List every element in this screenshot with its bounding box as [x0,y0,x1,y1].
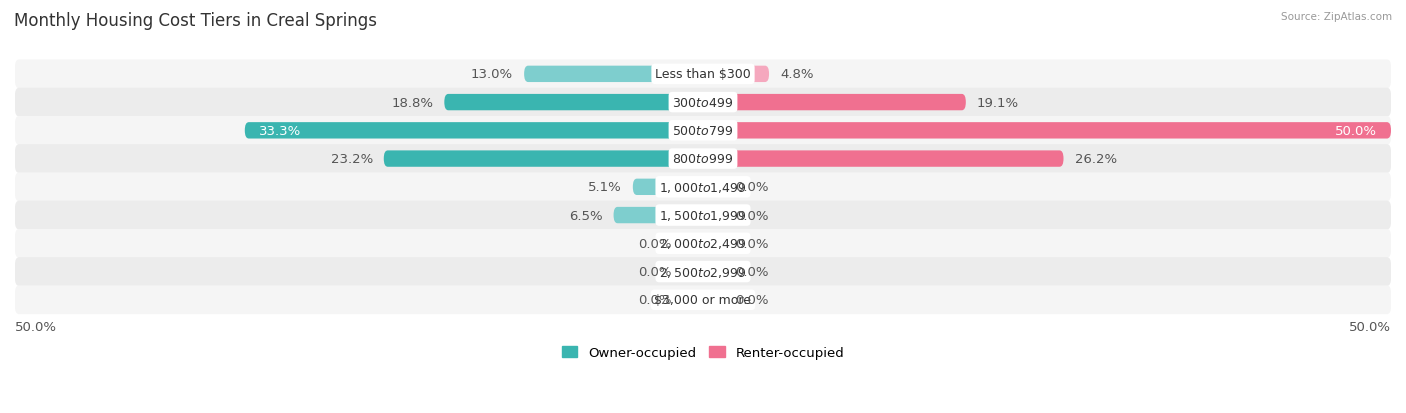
FancyBboxPatch shape [703,179,724,195]
FancyBboxPatch shape [703,264,724,280]
FancyBboxPatch shape [633,179,703,195]
Text: 0.0%: 0.0% [638,266,671,278]
Text: $1,000 to $1,499: $1,000 to $1,499 [659,180,747,195]
Text: 0.0%: 0.0% [735,266,768,278]
FancyBboxPatch shape [15,229,1391,258]
FancyBboxPatch shape [15,145,1391,173]
FancyBboxPatch shape [703,123,1391,139]
Text: $2,000 to $2,499: $2,000 to $2,499 [659,237,747,251]
Text: 0.0%: 0.0% [735,237,768,250]
Text: $2,500 to $2,999: $2,500 to $2,999 [659,265,747,279]
Text: $1,500 to $1,999: $1,500 to $1,999 [659,209,747,223]
Text: $300 to $499: $300 to $499 [672,96,734,109]
Text: 19.1%: 19.1% [977,96,1019,109]
Text: 6.5%: 6.5% [569,209,603,222]
Legend: Owner-occupied, Renter-occupied: Owner-occupied, Renter-occupied [557,341,849,365]
Text: 0.0%: 0.0% [735,181,768,194]
Text: 4.8%: 4.8% [780,68,814,81]
FancyBboxPatch shape [245,123,703,139]
Text: 13.0%: 13.0% [471,68,513,81]
Text: Source: ZipAtlas.com: Source: ZipAtlas.com [1281,12,1392,22]
Text: 18.8%: 18.8% [391,96,433,109]
FancyBboxPatch shape [613,207,703,224]
FancyBboxPatch shape [524,66,703,83]
FancyBboxPatch shape [15,258,1391,286]
FancyBboxPatch shape [15,286,1391,314]
FancyBboxPatch shape [15,116,1391,145]
FancyBboxPatch shape [15,201,1391,230]
Text: 23.2%: 23.2% [330,153,373,166]
FancyBboxPatch shape [703,95,966,111]
Text: Monthly Housing Cost Tiers in Creal Springs: Monthly Housing Cost Tiers in Creal Spri… [14,12,377,30]
Text: $3,000 or more: $3,000 or more [655,294,751,306]
FancyBboxPatch shape [682,235,703,252]
FancyBboxPatch shape [682,292,703,308]
Text: 0.0%: 0.0% [638,237,671,250]
Text: $500 to $799: $500 to $799 [672,125,734,138]
Text: 50.0%: 50.0% [1336,125,1378,138]
FancyBboxPatch shape [703,235,724,252]
Text: 0.0%: 0.0% [638,294,671,306]
FancyBboxPatch shape [703,207,724,224]
Text: Less than $300: Less than $300 [655,68,751,81]
Text: 0.0%: 0.0% [735,294,768,306]
Text: 0.0%: 0.0% [735,209,768,222]
Text: 26.2%: 26.2% [1074,153,1116,166]
Text: 50.0%: 50.0% [15,320,58,333]
FancyBboxPatch shape [15,173,1391,202]
Text: 33.3%: 33.3% [259,125,301,138]
FancyBboxPatch shape [384,151,703,167]
FancyBboxPatch shape [703,292,724,308]
FancyBboxPatch shape [703,66,769,83]
FancyBboxPatch shape [15,60,1391,89]
FancyBboxPatch shape [444,95,703,111]
Text: $800 to $999: $800 to $999 [672,153,734,166]
Text: 50.0%: 50.0% [1348,320,1391,333]
Text: 5.1%: 5.1% [588,181,621,194]
FancyBboxPatch shape [703,151,1063,167]
FancyBboxPatch shape [15,88,1391,117]
FancyBboxPatch shape [682,264,703,280]
